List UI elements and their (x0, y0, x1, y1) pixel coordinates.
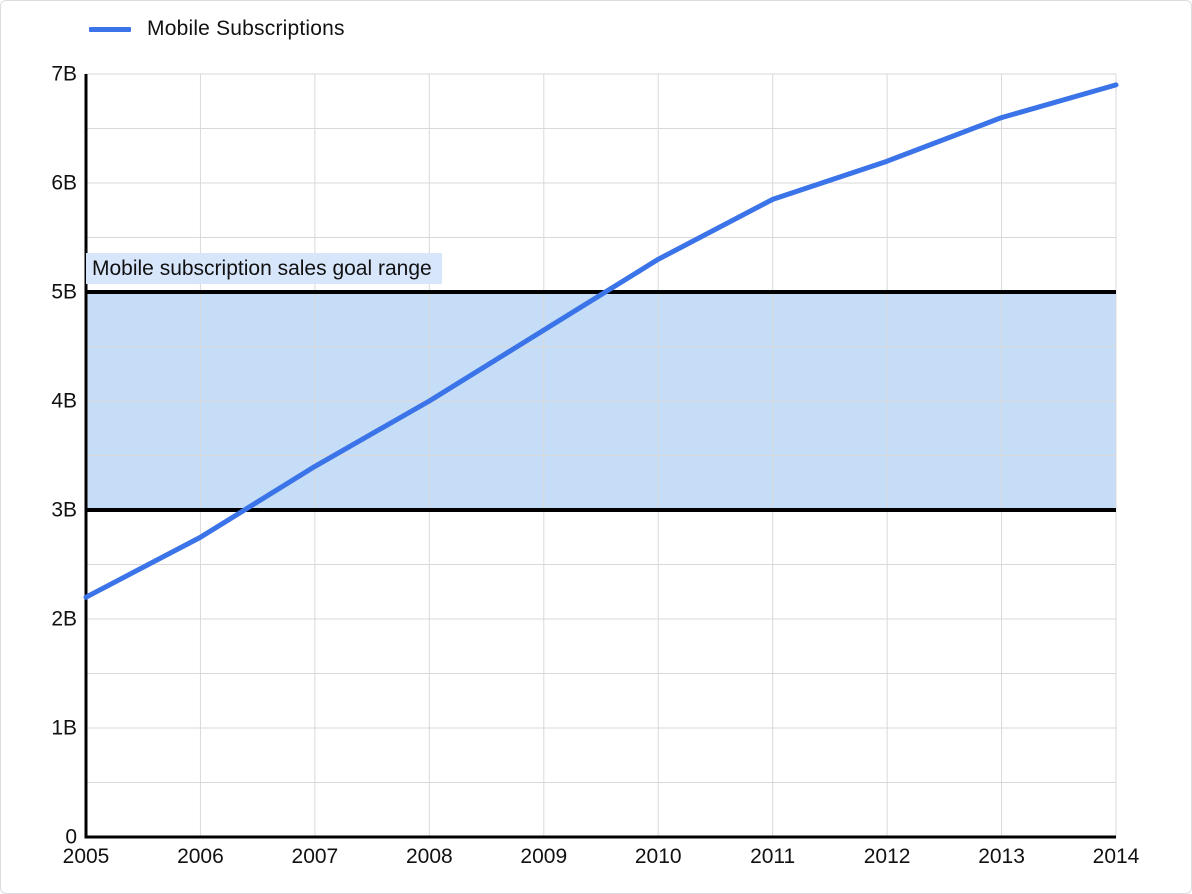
x-tick-label: 2009 (520, 845, 568, 868)
legend-line-swatch (89, 26, 131, 32)
x-tick-label: 2005 (62, 845, 110, 868)
goal-range-band-label: Mobile subscription sales goal range (86, 253, 442, 285)
x-tick-label: 2008 (405, 845, 453, 868)
mobile-subscriptions-line (83, 82, 1119, 600)
x-tick-label: 2013 (978, 845, 1025, 868)
y-tick-label: 7B (51, 62, 77, 86)
legend: Mobile Subscriptions (89, 17, 345, 41)
x-tick-label: 2010 (634, 845, 682, 868)
y-tick-label: 5B (51, 280, 77, 304)
x-tick-label: 2006 (177, 845, 224, 868)
y-tick-label: 2B (51, 607, 77, 631)
x-tick-label: 2007 (291, 845, 339, 868)
y-tick-label: 3B (51, 498, 77, 522)
y-tick-label: 6B (51, 171, 77, 195)
legend-label: Mobile Subscriptions (147, 17, 345, 40)
y-tick-label: 1B (51, 716, 77, 740)
y-tick-label: 4B (51, 389, 77, 413)
x-tick-label: 2014 (1092, 845, 1140, 868)
x-tick-label: 2011 (750, 845, 796, 868)
y-tick-label: 0 (65, 825, 77, 849)
x-tick-label: 2012 (863, 845, 911, 868)
